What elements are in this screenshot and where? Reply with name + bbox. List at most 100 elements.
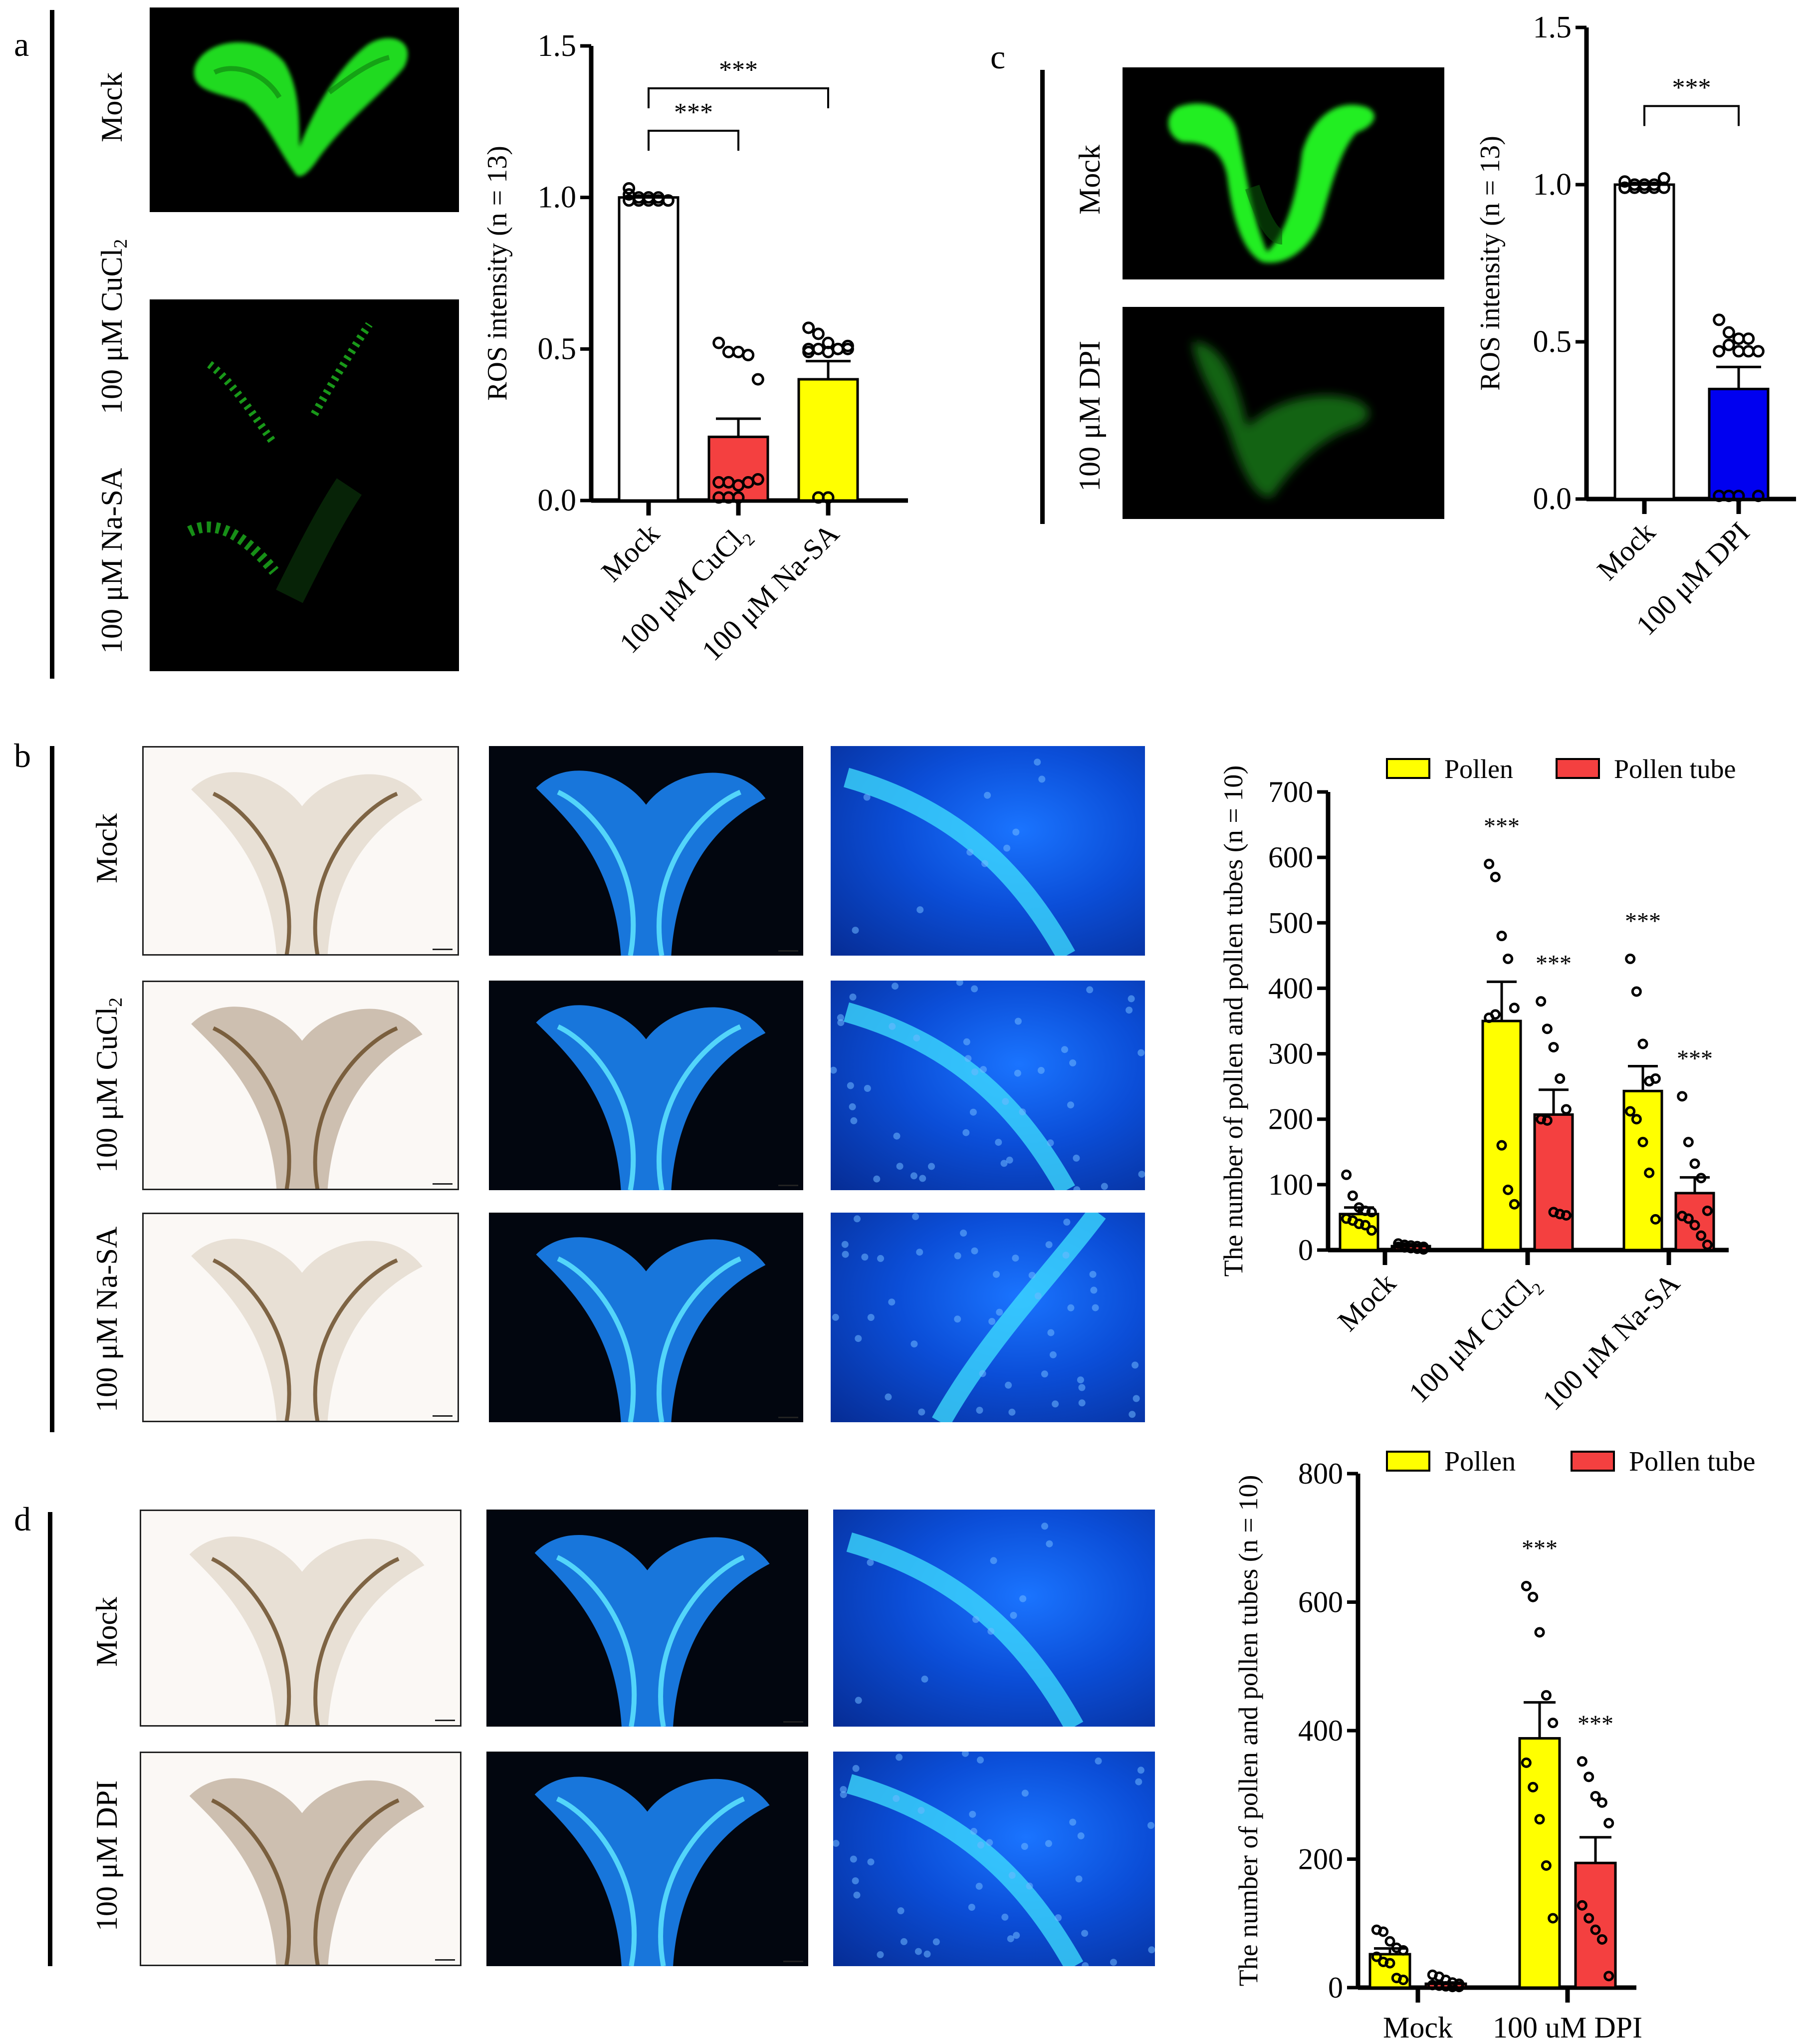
- data-point: [1713, 313, 1726, 326]
- data-point: [1555, 1209, 1566, 1220]
- significance-label: ***: [1484, 813, 1520, 839]
- scale-bar: [783, 1721, 803, 1723]
- legend-swatch: [1386, 1451, 1430, 1472]
- significance-label: ***: [1677, 1045, 1713, 1072]
- y-axis-label: The number of pollen and pollen tubes (n…: [1233, 1475, 1263, 1987]
- y-tick-label: 1.0: [1533, 168, 1572, 202]
- data-point: [1541, 1690, 1552, 1701]
- panel-d-divider: [48, 1512, 52, 1966]
- legend-label: Pollen tube: [1614, 754, 1736, 784]
- legend-label: Pollen: [1444, 1446, 1516, 1477]
- y-tick-label: 0.5: [538, 332, 577, 366]
- data-point: [1732, 490, 1745, 503]
- data-point: [1490, 871, 1501, 882]
- data-point: [1561, 1210, 1572, 1221]
- data-point: [1677, 1091, 1688, 1102]
- data-point: [1689, 1220, 1700, 1231]
- y-tick-label: 700: [1268, 775, 1313, 808]
- y-tick-label: 200: [1298, 1843, 1343, 1876]
- data-point: [1584, 1913, 1594, 1924]
- data-point: [1503, 1184, 1514, 1195]
- legend-swatch: [1386, 758, 1430, 779]
- data-point: [1541, 1860, 1552, 1871]
- data-point: [1561, 1104, 1572, 1115]
- stigma-image-nasa-brightfield: [142, 1213, 459, 1422]
- data-point: [1542, 1115, 1553, 1126]
- data-point: [1689, 1158, 1700, 1169]
- data-point: [1347, 1190, 1358, 1201]
- data-point: [1548, 1913, 1559, 1924]
- data-point: [1393, 1241, 1404, 1252]
- ros-image-dpi-c: [1123, 307, 1444, 519]
- data-point: [1490, 1009, 1501, 1020]
- x-category-label: Mock: [1383, 2011, 1453, 2044]
- data-point: [662, 194, 675, 207]
- panel-b-letter: b: [14, 737, 31, 774]
- data-point: [1631, 986, 1642, 997]
- y-tick-label: 400: [1268, 972, 1313, 1005]
- data-point: [1536, 996, 1547, 1007]
- bar: [1481, 1020, 1522, 1252]
- data-point: [1650, 1073, 1661, 1084]
- significance-label: ***: [1672, 74, 1711, 102]
- bar: [1708, 388, 1770, 501]
- significance-label: ***: [1625, 908, 1661, 934]
- data-point: [751, 473, 764, 486]
- bar: [1613, 183, 1675, 501]
- stigma-image-nasa-aniline-blue-closeup: [831, 1213, 1145, 1422]
- stigma-image-mock-aniline-blue-closeup: [833, 1510, 1155, 1727]
- data-point: [1534, 1814, 1545, 1825]
- category-main: 100 uM DPI: [1493, 2011, 1642, 2044]
- scale-bar: [778, 1185, 798, 1186]
- data-point: [1528, 1591, 1539, 1602]
- significance-label: ***: [1536, 951, 1572, 977]
- ros-image-mock: [150, 7, 459, 212]
- scale-bar: [435, 1720, 455, 1721]
- y-tick-label: 100: [1268, 1168, 1313, 1201]
- scale-bar: [435, 1959, 455, 1961]
- bar: [797, 378, 859, 502]
- data-point: [1427, 1980, 1438, 1991]
- y-tick-label: 0: [1328, 1971, 1343, 2004]
- data-point: [642, 194, 655, 207]
- stigma-image-dpi-brightfield: [140, 1752, 461, 1966]
- y-tick-label: 1.0: [538, 181, 577, 215]
- data-point: [1360, 1220, 1371, 1231]
- data-point: [1603, 1971, 1614, 1982]
- data-point: [1722, 338, 1735, 351]
- y-tick-label: 500: [1268, 906, 1313, 939]
- data-point: [1638, 178, 1651, 191]
- panel-b-divider: [50, 746, 54, 1432]
- data-point: [1542, 1023, 1553, 1034]
- data-point: [1548, 1041, 1559, 1052]
- significance-bracket: [1643, 105, 1740, 126]
- scale-bar: [778, 1417, 798, 1418]
- data-point: [1555, 1073, 1566, 1084]
- stigma-image-mock-aniline-blue-closeup: [831, 746, 1145, 956]
- stigma-image-cucl2-aniline-blue: [489, 981, 803, 1190]
- data-point: [1590, 1790, 1601, 1801]
- data-point: [1366, 1207, 1377, 1218]
- data-point: [1696, 1230, 1707, 1241]
- stigma-image-cucl2-aniline-blue-closeup: [831, 981, 1145, 1190]
- data-point: [1644, 1167, 1655, 1178]
- legend-label: Pollen: [1444, 754, 1513, 784]
- data-point: [1742, 332, 1755, 345]
- y-axis-label: The number of pollen and pollen tubes (n…: [1218, 766, 1248, 1277]
- data-point: [1713, 345, 1726, 358]
- scale-bar: [433, 1183, 453, 1185]
- data-point: [1503, 953, 1514, 964]
- data-point: [1521, 1757, 1532, 1768]
- data-point: [623, 182, 636, 195]
- data-point: [1384, 1936, 1395, 1947]
- data-point: [802, 345, 815, 358]
- scale-bar: [783, 1961, 803, 1962]
- y-tick-label: 0.0: [538, 484, 577, 517]
- data-point: [1577, 1900, 1587, 1911]
- data-point: [1596, 1797, 1607, 1808]
- scale-bar: [433, 949, 453, 950]
- data-point: [1657, 181, 1670, 194]
- stigma-image-dpi-aniline-blue-closeup: [833, 1752, 1155, 1966]
- data-point: [1412, 1243, 1423, 1254]
